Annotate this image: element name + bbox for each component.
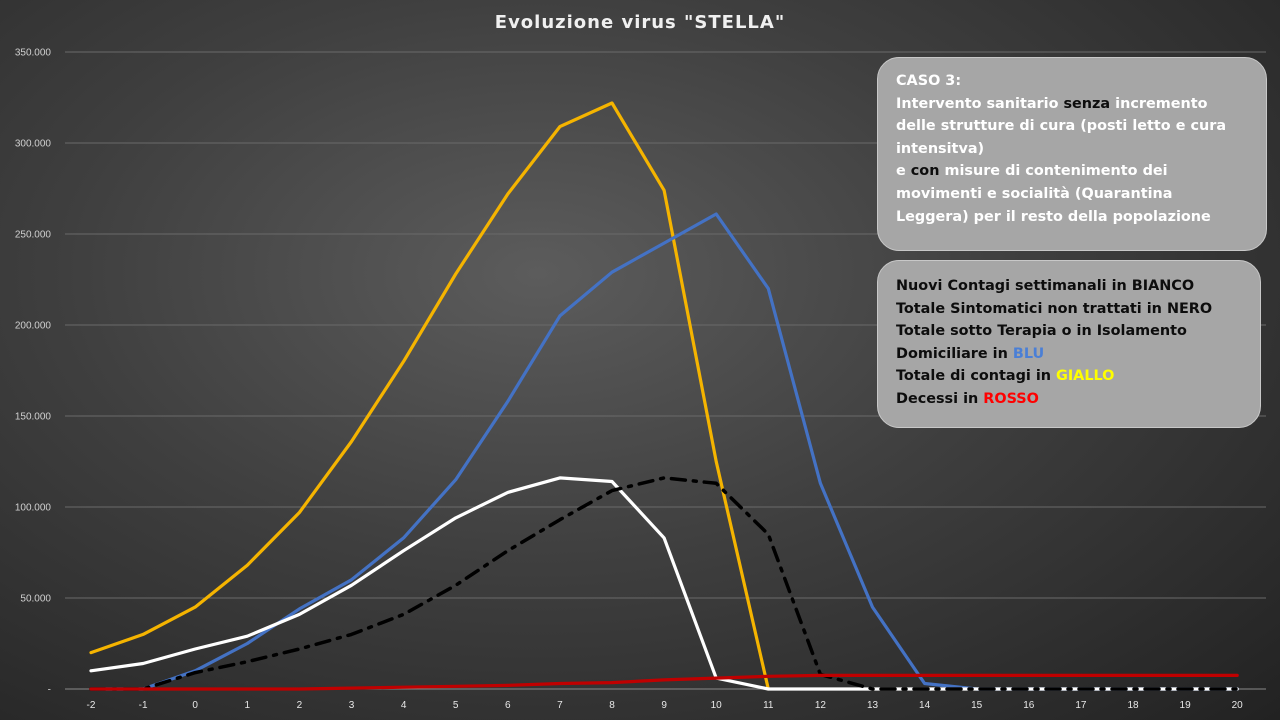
legend-item-black: Totale Sintomatici non trattati in NERO <box>896 300 1213 317</box>
chart-title: Evoluzione virus "STELLA" <box>494 12 786 33</box>
x-tick-label: 20 <box>1232 700 1244 711</box>
x-tick-label: 18 <box>1127 700 1139 711</box>
y-tick-label: 150.000 <box>15 412 52 423</box>
case-line-2: e con misure di contenimento dei movimen… <box>896 163 1211 225</box>
x-tick-label: 10 <box>711 700 723 711</box>
y-tick-label: 100.000 <box>15 503 52 514</box>
series-line-1 <box>89 101 770 691</box>
x-axis-ticks: -2 -1 0 1 2 3 4 5 6 7 8 9 10 11 12 13 14 15 16 17 18 19 20 <box>87 700 1244 711</box>
y-tick-label: 200.000 <box>15 321 52 332</box>
case-line-1: Intervento sanitario senza incremento de… <box>896 95 1227 157</box>
x-tick-label: 5 <box>453 700 459 711</box>
x-tick-label: -1 <box>139 700 148 711</box>
x-tick-label: 14 <box>919 700 931 711</box>
x-tick-label: -2 <box>87 700 96 711</box>
x-tick-label: 2 <box>297 700 303 711</box>
x-tick-label: 6 <box>505 700 511 711</box>
x-tick-label: 19 <box>1180 700 1192 711</box>
legend-box: Nuovi Contagi settimanali in BIANCO Tota… <box>877 260 1261 428</box>
case-description-box: CASO 3: Intervento sanitario senza incre… <box>877 57 1267 251</box>
x-tick-label: 11 <box>763 700 774 711</box>
x-tick-label: 1 <box>245 700 251 711</box>
legend-item-red: Decessi in ROSSO <box>896 390 1039 407</box>
y-tick-label: 300.000 <box>15 139 52 150</box>
legend-item-blue: Totale sotto Terapia o in Isolamento Dom… <box>896 323 1187 362</box>
y-tick-label: 50.000 <box>20 594 51 605</box>
x-tick-label: 16 <box>1023 700 1035 711</box>
x-tick-label: 4 <box>401 700 407 711</box>
x-tick-label: 0 <box>192 700 198 711</box>
y-tick-label: - <box>48 685 51 696</box>
x-tick-label: 13 <box>867 700 879 711</box>
series-line-4 <box>89 476 1239 691</box>
x-tick-label: 15 <box>971 700 983 711</box>
x-tick-label: 3 <box>349 700 355 711</box>
y-tick-label: 350.000 <box>15 48 52 59</box>
series-lines <box>89 101 1239 691</box>
series-line-5 <box>89 673 1239 691</box>
y-axis-ticks: - 50.000 100.000 150.000 200.000 250.000 300.0… <box>15 48 52 696</box>
x-tick-label: 7 <box>557 700 563 711</box>
legend-item-white: Nuovi Contagi settimanali in BIANCO <box>896 278 1195 294</box>
x-tick-label: 17 <box>1075 700 1087 711</box>
keyword-senza: senza <box>1063 95 1111 112</box>
legend-item-yellow: Totale di contagi in GIALLO <box>896 368 1115 385</box>
x-tick-label: 9 <box>661 700 667 711</box>
x-tick-label: 8 <box>609 700 615 711</box>
y-tick-label: 250.000 <box>15 230 52 241</box>
case-title: CASO 3: <box>896 73 962 89</box>
keyword-con: con <box>910 163 940 180</box>
x-tick-label: 12 <box>815 700 827 711</box>
